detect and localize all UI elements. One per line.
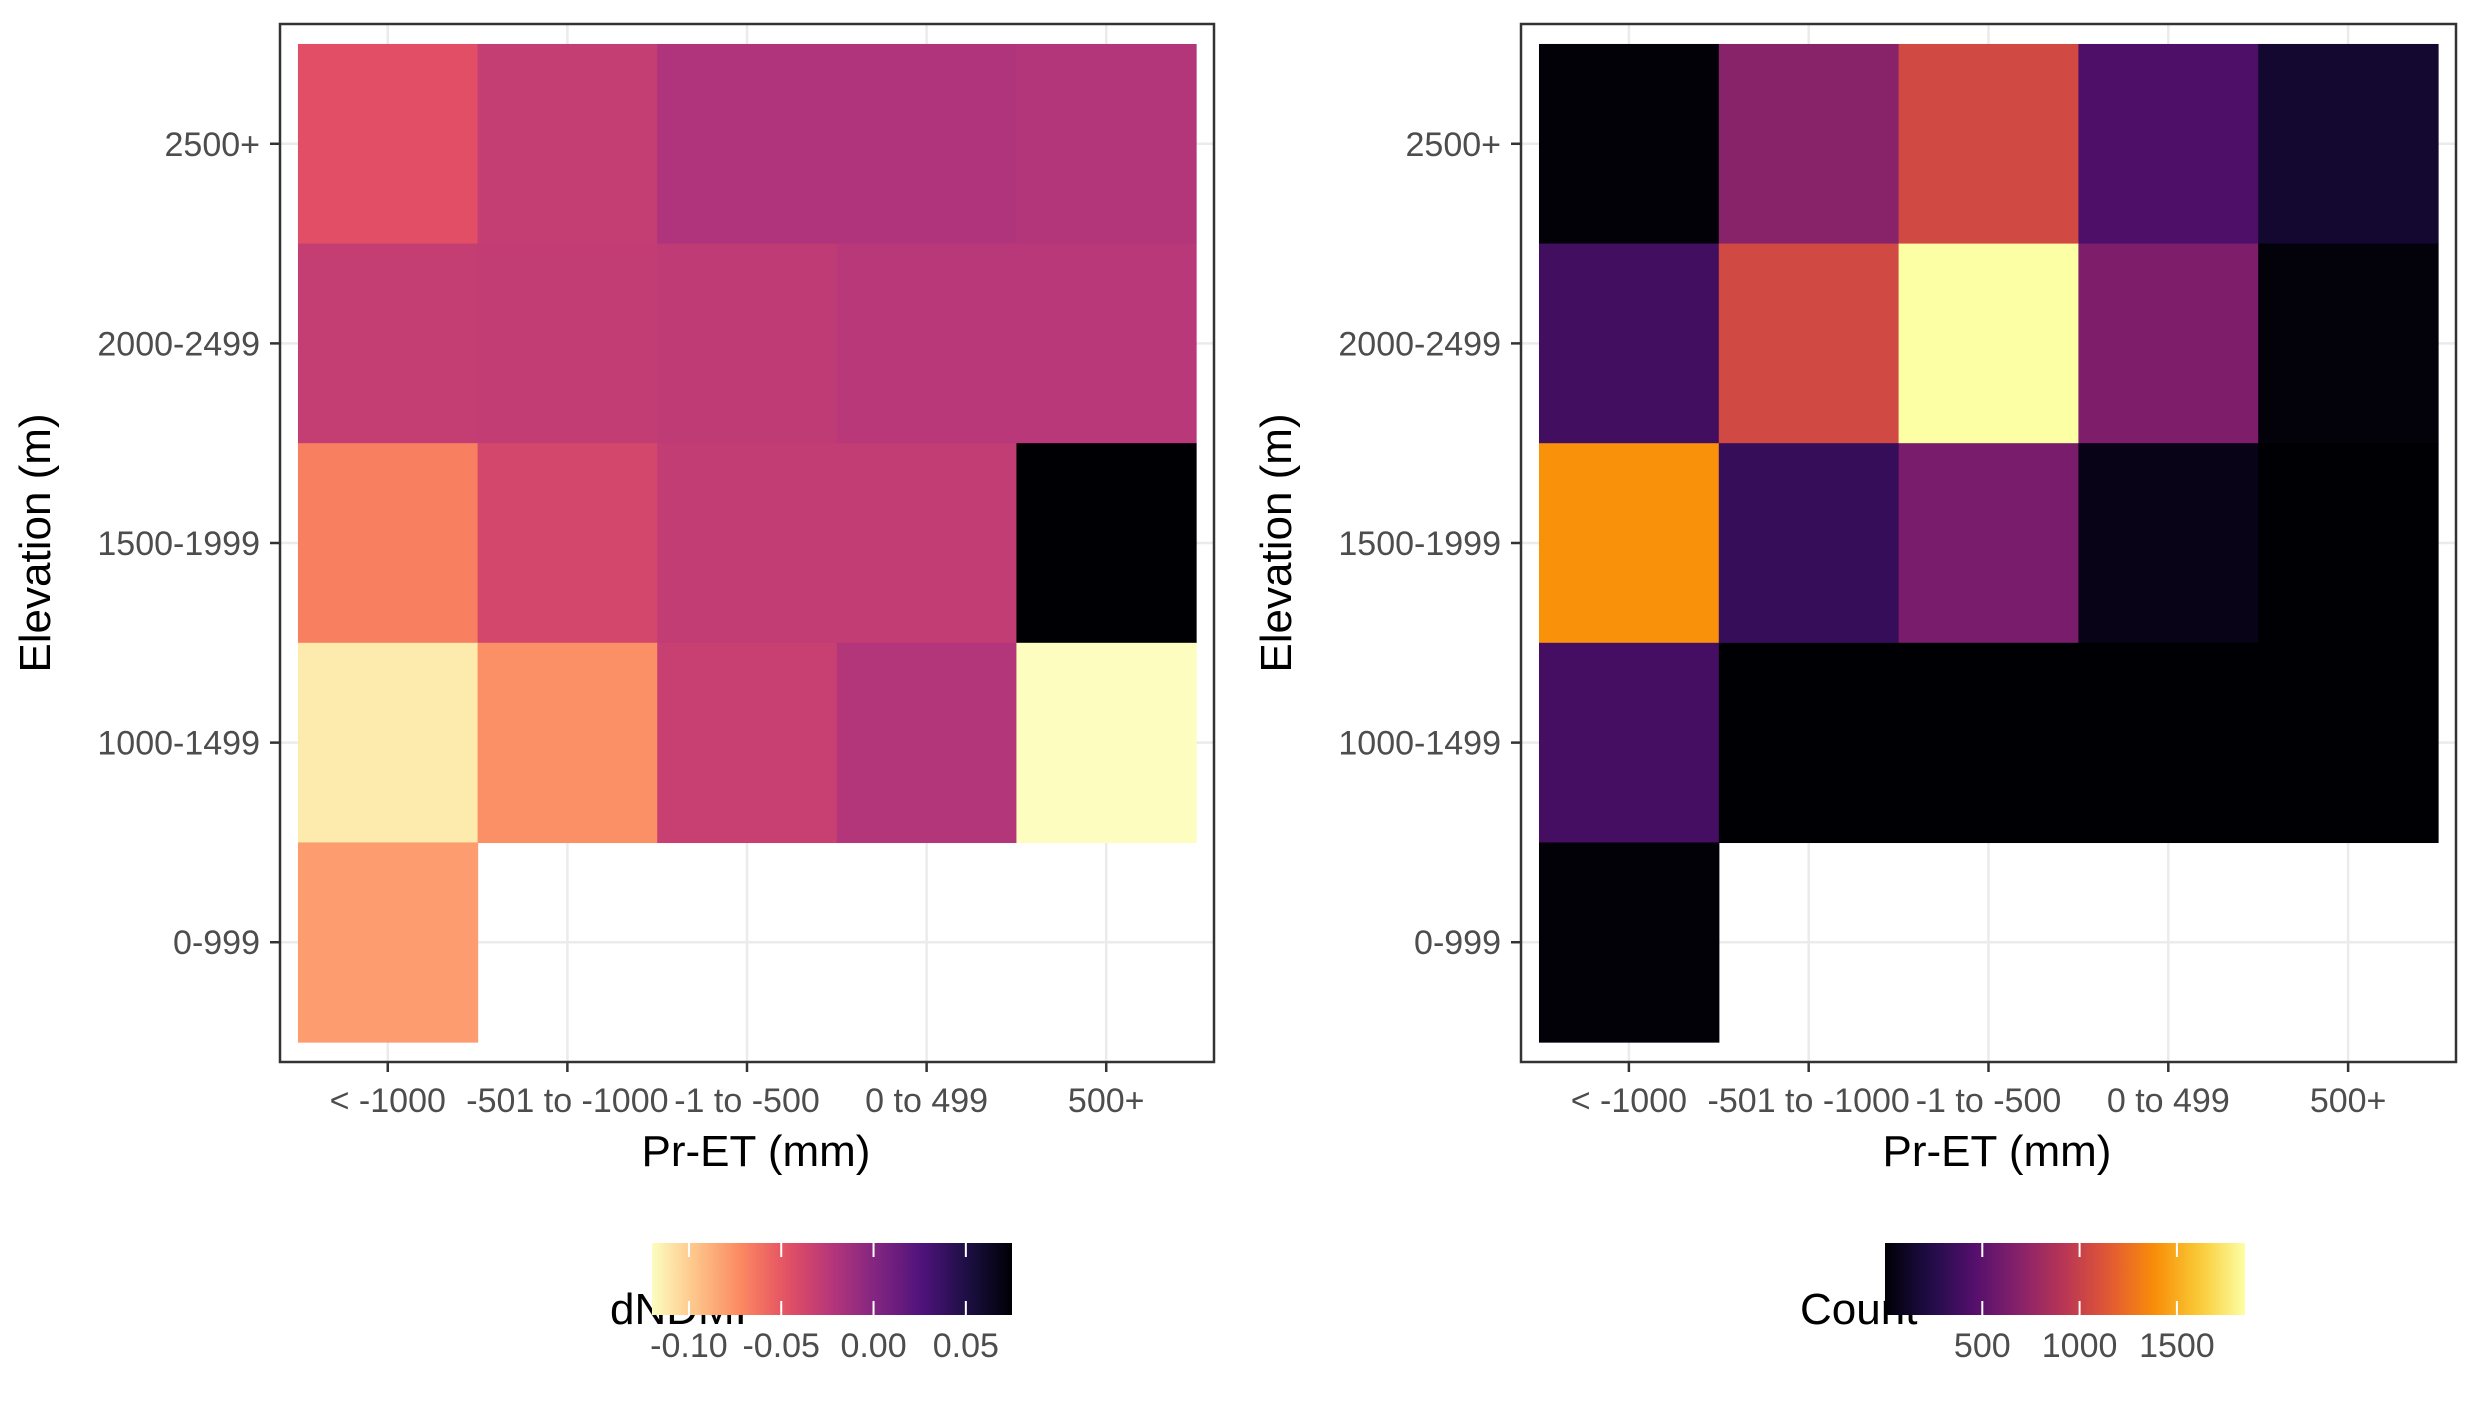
chart-2-tile [1898, 443, 2080, 644]
chart-1-tile [836, 43, 1018, 245]
chart-1-tile [477, 43, 658, 245]
chart-2-tile [1538, 842, 1720, 1043]
chart-1-x-tick-label: -1 to -500 [674, 1082, 820, 1120]
chart-2-tile [1538, 642, 1720, 844]
chart-1-x-tick-label: 0 to 499 [865, 1082, 988, 1120]
chart-1-tile [657, 642, 838, 844]
chart-1-y-tick-label: 2000-2499 [97, 325, 260, 363]
chart-1-tile [477, 443, 658, 644]
chart-2-x-axis-title: Pr-ET (mm) [1883, 1127, 2112, 1176]
chart-2-tile [1898, 642, 2080, 844]
chart-1-x-axis-title: Pr-ET (mm) [642, 1127, 871, 1176]
chart-1-y-tick-label: 2500+ [165, 126, 261, 164]
chart-2-tile [2078, 443, 2259, 644]
chart-2-y-tick-label: 1500-1999 [1338, 525, 1501, 563]
chart-1-legend-colorbar [652, 1243, 1012, 1315]
chart-2-y-tick-label: 2000-2499 [1338, 325, 1501, 363]
chart-1-tile [297, 443, 479, 644]
chart-1-tile [297, 43, 479, 245]
chart-1-tile [1016, 43, 1197, 245]
chart-1-legend-tick-label: 0.05 [933, 1327, 999, 1365]
chart-2-x-tick-label: < -1000 [1571, 1082, 1687, 1120]
chart-1-tile [477, 243, 658, 444]
chart-2-tile [1538, 443, 1720, 644]
chart-2: 0-999 1000-1499 1500-1999 2000-2499 2500+ < -… [1252, 22, 2458, 1365]
chart-2-tile [2078, 243, 2259, 444]
chart-1-legend-tick-label: 0.00 [840, 1327, 906, 1365]
chart-1-y-tick-label: 1000-1499 [97, 725, 260, 763]
chart-2-tile [1718, 443, 1900, 644]
chart-1-tile [297, 243, 479, 444]
chart-2-y-tick-label: 1000-1499 [1338, 725, 1501, 763]
chart-2-tile [1898, 43, 2080, 245]
chart-2-tile [1538, 243, 1720, 444]
chart-2-tile [1538, 43, 1720, 245]
chart-1-tile [836, 642, 1018, 844]
chart-1-tile [297, 842, 479, 1043]
chart-1-legend-tick-label: -0.10 [650, 1327, 728, 1365]
chart-1-tile [657, 243, 838, 444]
chart-1-tile [477, 642, 658, 844]
chart-1-x-tick-label: -501 to -1000 [466, 1082, 668, 1120]
chart-1-tile [836, 243, 1018, 444]
chart-2-tile [2078, 642, 2259, 844]
chart-2-y-axis-title: Elevation (m) [1252, 413, 1301, 672]
chart-2-tile [1718, 43, 1900, 245]
chart-1-tile [1016, 642, 1197, 844]
chart-2-tile [2258, 43, 2439, 245]
chart-2-x-tick-label: -1 to -500 [1916, 1082, 2062, 1120]
chart-2-tile [2078, 43, 2259, 245]
chart-1-legend-tick-label: -0.05 [742, 1327, 820, 1365]
chart-2-tile [1898, 243, 2080, 444]
chart-1-y-tick-label: 0-999 [173, 924, 260, 962]
chart-1-y-axis-title: Elevation (m) [11, 413, 60, 672]
chart-2-legend-tick-label: 1000 [2042, 1327, 2118, 1365]
chart-2-tile [1718, 243, 1900, 444]
chart-2-x-tick-label: -501 to -1000 [1708, 1082, 1910, 1120]
chart-2-tile [2258, 443, 2439, 644]
chart-2-legend-tick-label: 500 [1954, 1327, 2011, 1365]
chart-2-x-tick-label: 500+ [2310, 1082, 2387, 1120]
chart-2-y-tick-label: 0-999 [1414, 924, 1501, 962]
chart-2-tile [2258, 243, 2439, 444]
chart-2-y-tick-label: 2500+ [1406, 126, 1502, 164]
chart-1-tile [657, 443, 838, 644]
chart-2-legend-tick-label: 1500 [2139, 1327, 2215, 1365]
chart-1-legend: dNDMI-0.10-0.050.000.05 [610, 1243, 1012, 1365]
chart-1-x-tick-label: 500+ [1068, 1082, 1145, 1120]
chart-1-x-tick-label: < -1000 [330, 1082, 446, 1120]
chart-1-tile [297, 642, 479, 844]
chart-1-tile [1016, 243, 1197, 444]
chart-1-tile [1016, 443, 1197, 644]
chart-1-tile [657, 43, 838, 245]
chart-2-legend-colorbar [1885, 1243, 2245, 1315]
chart-2-x-tick-label: 0 to 499 [2107, 1082, 2230, 1120]
chart-2-tile [1718, 642, 1900, 844]
chart-1-y-tick-label: 1500-1999 [97, 525, 260, 563]
chart-1: 0-999 1000-1499 1500-1999 2000-2499 2500+ < -… [11, 22, 1216, 1365]
chart-1-tile [836, 443, 1018, 644]
chart-2-tile [2258, 642, 2439, 844]
